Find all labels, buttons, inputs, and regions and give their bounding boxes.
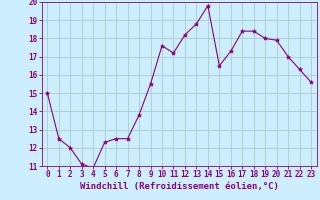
X-axis label: Windchill (Refroidissement éolien,°C): Windchill (Refroidissement éolien,°C) bbox=[80, 182, 279, 191]
